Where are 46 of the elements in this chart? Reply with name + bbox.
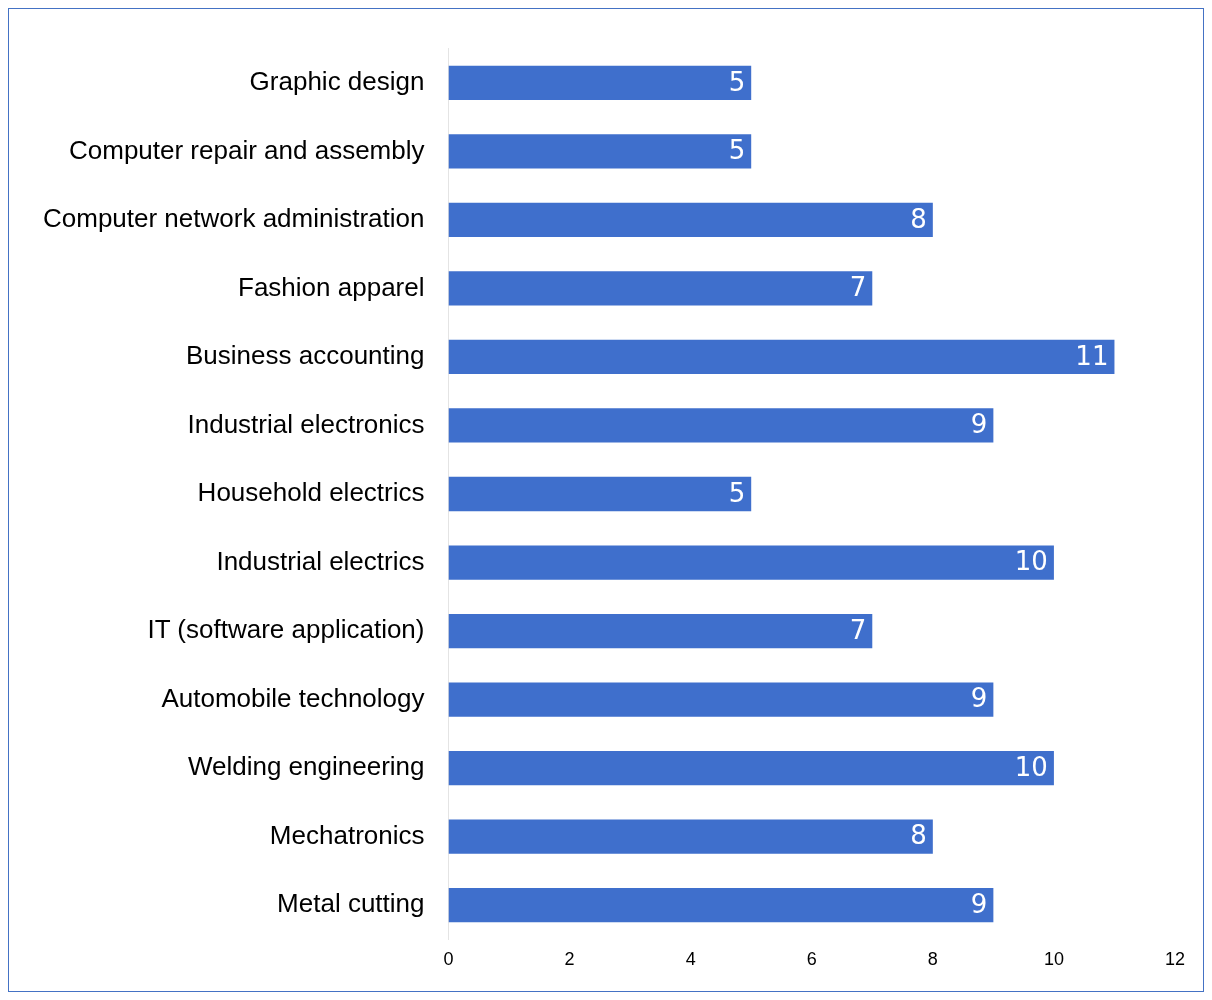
data-label: 5 [728,66,746,97]
bar [448,613,873,649]
x-tick-label: 6 [806,949,817,970]
y-tick-label: Graphic design [249,66,425,97]
x-tick-label: 10 [1043,949,1064,970]
bar [448,682,994,717]
data-label: 7 [849,614,867,645]
data-label: 8 [910,203,927,234]
bar [448,888,994,923]
bar [448,65,752,100]
y-tick-label: Business accounting [186,340,425,371]
data-label: 9 [970,683,988,714]
x-tick-label: 8 [927,949,938,970]
bar [448,545,1054,580]
data-label: 9 [970,409,988,440]
bar [448,750,1054,786]
bar [448,271,873,306]
y-tick-label: Automobile technology [161,682,425,713]
y-tick-label: Industrial electronics [187,408,425,439]
data-label: 7 [849,272,867,303]
data-label: 5 [728,135,746,166]
y-tick-label: Welding engineering [187,751,425,782]
y-tick-label: Fashion apparel [238,271,425,302]
x-tick-label: 12 [1164,949,1186,970]
x-tick-label: 0 [443,949,454,970]
y-tick-label: Industrial electrics [216,545,425,576]
y-tick-label: Computer repair and assembly [68,134,425,165]
bar [448,408,994,443]
bar [448,339,1115,375]
data-label: 8 [910,820,927,851]
y-tick-label: Metal cutting [277,888,425,919]
x-tick-label: 2 [564,949,575,970]
data-label: 11 [1075,340,1109,371]
bar [448,819,933,854]
data-label: 10 [1014,751,1048,782]
y-tick-label: Household electrics [197,477,425,508]
bar [448,134,752,169]
bar [448,476,752,512]
bar [448,202,933,238]
data-label: 10 [1014,546,1048,577]
x-tick-label: 4 [685,949,696,970]
y-tick-label: IT (software application) [147,614,425,645]
y-tick-label: Mechatronics [269,819,425,850]
data-label: 9 [970,888,988,919]
y-tick-label: Computer network administration [42,203,425,234]
data-label: 5 [728,477,746,508]
